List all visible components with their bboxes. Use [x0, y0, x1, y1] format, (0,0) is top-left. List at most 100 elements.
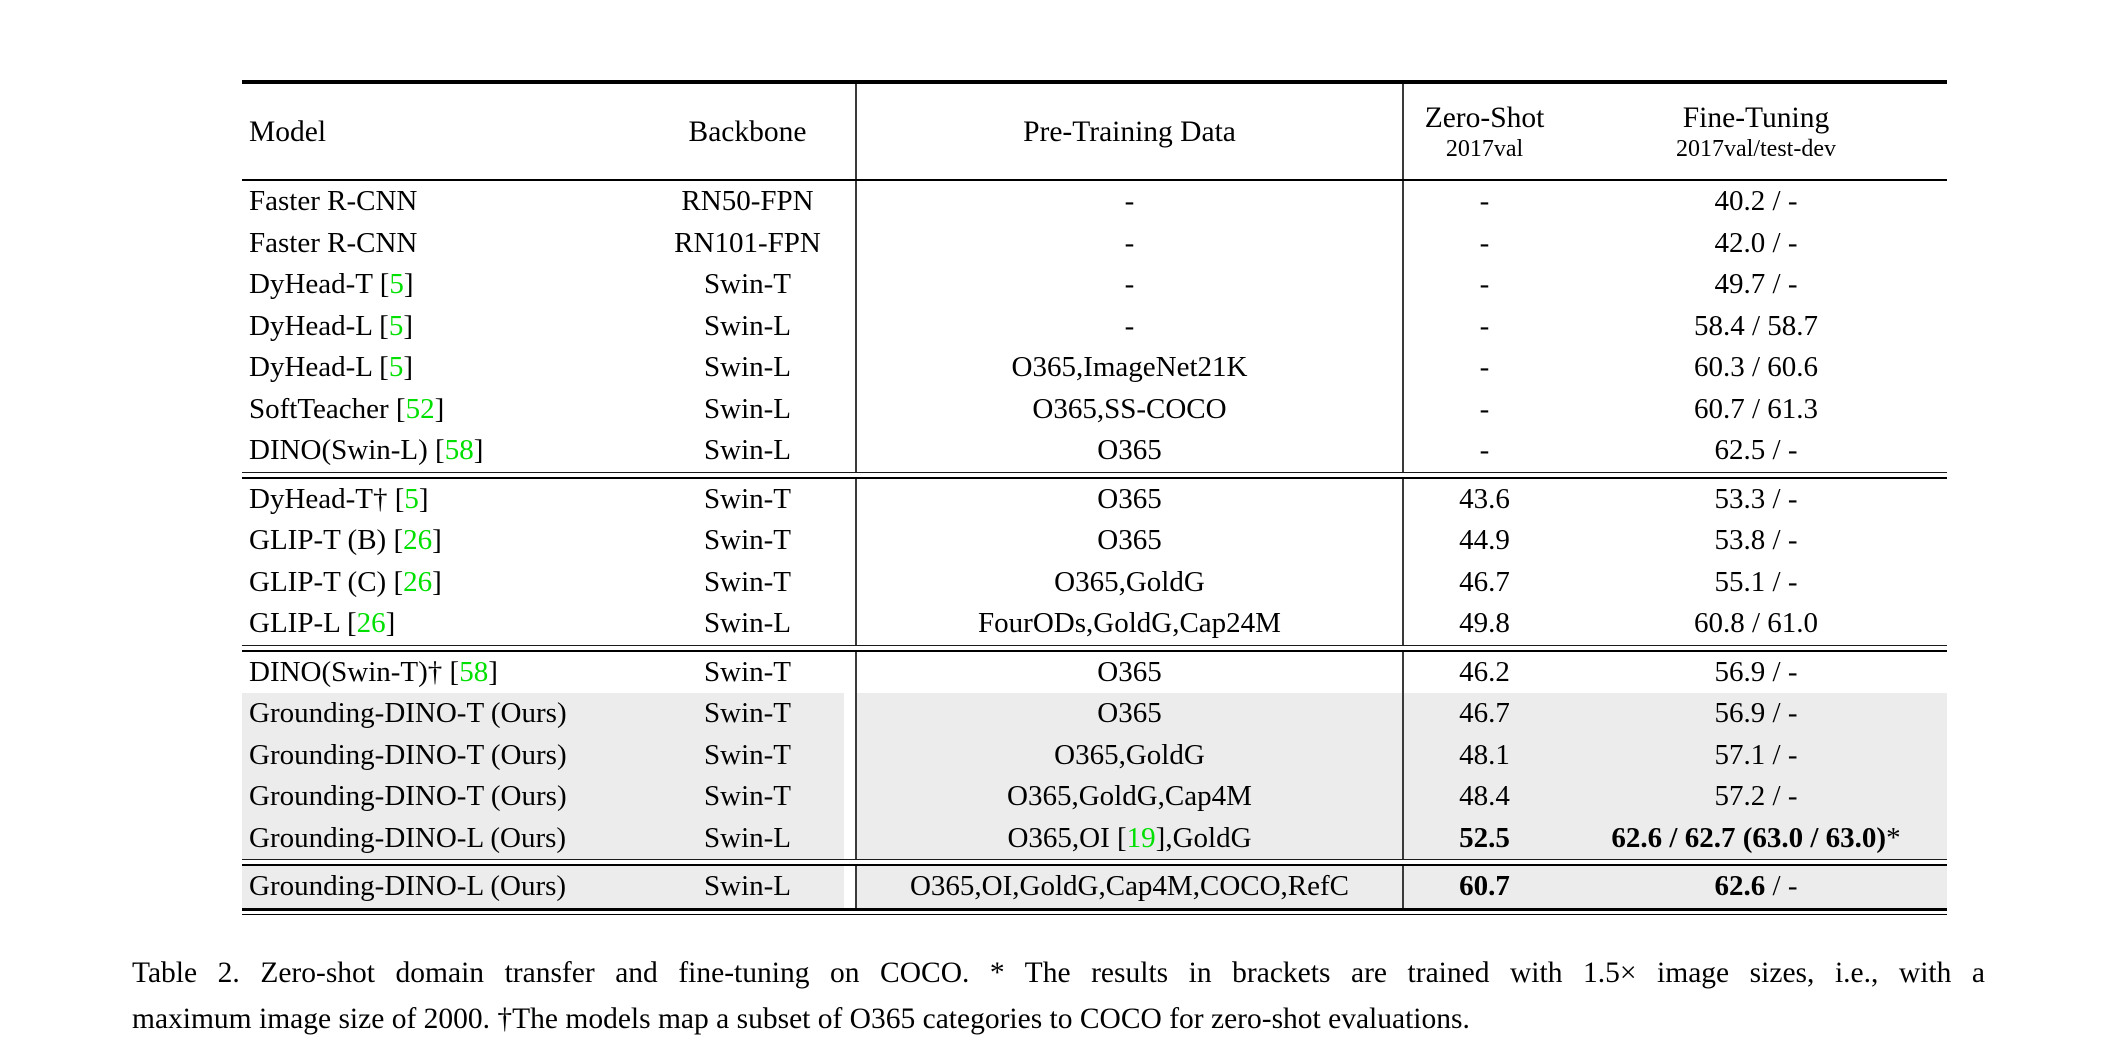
pretraining-data-cell: O365,GoldG: [855, 734, 1402, 776]
citation-number: 58: [444, 434, 474, 466]
backbone-cell: Swin-T: [704, 268, 791, 300]
table-row: Grounding-DINO-T (Ours) Swin-T O365 46.7…: [242, 693, 1947, 735]
table-row: DyHead-T† [5] Swin-T O365 43.6 53.3 / -: [242, 478, 1947, 520]
citation-number: 26: [403, 524, 433, 556]
model-cell: DyHead-T [5]: [249, 268, 414, 300]
zero-shot-value-cell: 48.1: [1402, 734, 1565, 776]
backbone-cell: Swin-T: [704, 524, 791, 556]
zero-shot-value-cell: 60.7: [1402, 866, 1565, 908]
backbone-cell: Swin-L: [704, 392, 791, 425]
table-row: Grounding-DINO-L (Ours) Swin-L O365,OI […: [242, 817, 1947, 859]
table-caption-line1: Table 2. Zero-shot domain transfer and f…: [132, 957, 1985, 989]
zero-shot-value-cell: -: [1402, 347, 1565, 389]
model-cell: DyHead-L [5]: [249, 351, 414, 383]
table-row: DyHead-T [5] Swin-T - - 49.7 / -: [242, 264, 1947, 306]
backbone-cell: Swin-T: [704, 655, 791, 688]
model-cell: GLIP-T (B) [26]: [249, 524, 442, 556]
table-row: Grounding-DINO-T (Ours) Swin-T O365,Gold…: [242, 734, 1947, 776]
fine-tuning-value-cell: 56.9 / -: [1565, 693, 1947, 735]
pretraining-data-cell: O365,OI,GoldG,Cap4M,COCO,RefC: [855, 866, 1402, 908]
table-row: SoftTeacher [52] Swin-L O365,SS-COCO - 6…: [242, 388, 1947, 430]
zero-shot-value-cell: -: [1402, 305, 1565, 347]
pretraining-data-cell: O365,SS-COCO: [855, 388, 1402, 430]
zero-shot-value-cell: -: [1402, 264, 1565, 306]
zero-shot-value-cell: 46.7: [1402, 693, 1565, 735]
fine-tuning-value-cell: 58.4 / 58.7: [1693, 309, 1819, 342]
table-row: Grounding-DINO-L (Ours) Swin-L O365,OI,G…: [242, 866, 1947, 908]
pretraining-data-cell: FourODs,GoldG,Cap24M: [855, 603, 1402, 645]
section-separator-rule: [242, 471, 1947, 479]
zero-shot-value-cell: 49.8: [1402, 603, 1565, 645]
fine-tuning-value-cell: 60.7 / 61.3: [1693, 392, 1819, 425]
fine-tuning-value-cell: 56.9 / -: [1714, 655, 1798, 688]
backbone-cell: Swin-T: [640, 776, 855, 818]
column-header-fine-tuning: Fine-Tuning 2017val/test-dev: [1565, 84, 1947, 179]
header-separator-rule: [242, 179, 1947, 181]
backbone-cell: Swin-T: [704, 565, 791, 598]
table-row: DyHead-L [5] Swin-L O365,ImageNet21K - 6…: [242, 347, 1947, 389]
table-row: Faster R-CNN RN50-FPN - - 40.2 / -: [242, 181, 1947, 223]
table-row: GLIP-T (C) [26] Swin-T O365,GoldG 46.7 5…: [242, 561, 1947, 603]
backbone-cell: Swin-L: [640, 866, 855, 908]
backbone-cell: Swin-L: [704, 309, 791, 342]
fine-tuning-value-cell: 42.0 / -: [1714, 226, 1798, 259]
pretraining-data-cell: O365: [855, 430, 1402, 472]
model-cell: Grounding-DINO-L (Ours): [242, 866, 640, 908]
zero-shot-value-cell: 43.6: [1402, 478, 1565, 520]
citation-number: 5: [388, 351, 404, 383]
pretraining-data-cell: O365: [855, 651, 1402, 693]
backbone-cell: Swin-L: [704, 351, 791, 383]
citation-number: 5: [388, 309, 404, 342]
zero-shot-title: Zero-Shot: [1424, 101, 1545, 134]
model-cell: Grounding-DINO-T (Ours): [242, 734, 640, 776]
zero-shot-value-cell: -: [1402, 222, 1565, 264]
model-cell: DyHead-T† [5]: [249, 482, 429, 515]
citation-number: 58: [459, 655, 489, 688]
table-row: DINO(Swin-L) [58] Swin-L O365 - 62.5 / -: [242, 430, 1947, 472]
column-header-backbone-label: Backbone: [688, 115, 807, 148]
zero-shot-subtitle: 2017val: [1445, 135, 1524, 162]
citation-number: 5: [404, 482, 419, 515]
citation-number: 19: [1126, 821, 1156, 854]
pretraining-data-cell: O365: [855, 478, 1402, 520]
table-row: GLIP-L [26] Swin-L FourODs,GoldG,Cap24M …: [242, 603, 1947, 645]
backbone-cell: Swin-T: [640, 693, 855, 735]
model-cell: SoftTeacher [52]: [249, 392, 445, 425]
model-cell: GLIP-L [26]: [249, 607, 396, 639]
model-cell: DINO(Swin-T)† [58]: [249, 655, 498, 688]
fine-tuning-value-cell: 62.6 / -: [1565, 866, 1947, 908]
backbone-cell: Swin-L: [640, 817, 855, 859]
pretraining-data-cell: O365: [855, 520, 1402, 562]
table-bottom-rule: [242, 907, 1947, 915]
backbone-cell: Swin-L: [704, 434, 791, 466]
zero-shot-value-cell: 44.9: [1402, 520, 1565, 562]
citation-number: 26: [356, 607, 386, 639]
column-header-pretraining-label: Pre-Training Data: [1023, 115, 1236, 148]
pretraining-data-cell: -: [855, 264, 1402, 306]
backbone-cell: RN50-FPN: [681, 185, 814, 217]
citation-number: 26: [403, 565, 433, 598]
model-cell: Faster R-CNN: [249, 226, 418, 259]
table-caption-line2: maximum image size of 2000. †The models …: [132, 1003, 1470, 1035]
fine-tuning-value-cell: 62.5 / -: [1714, 434, 1798, 466]
backbone-cell: Swin-T: [704, 482, 791, 515]
table-row: DyHead-L [5] Swin-L - - 58.4 / 58.7: [242, 305, 1947, 347]
fine-tuning-subtitle: 2017val/test-dev: [1676, 135, 1836, 162]
pretraining-data-cell: O365,GoldG: [855, 561, 1402, 603]
backbone-cell: RN101-FPN: [674, 226, 821, 259]
fine-tuning-value-cell: 62.6 / 62.7 (63.0 / 63.0)*: [1565, 817, 1947, 859]
zero-shot-value-cell: -: [1402, 388, 1565, 430]
model-cell: Faster R-CNN: [249, 185, 418, 217]
fine-tuning-value-cell: 57.2 / -: [1565, 776, 1947, 818]
zero-shot-value-cell: 48.4: [1402, 776, 1565, 818]
backbone-cell: Swin-T: [640, 734, 855, 776]
fine-tuning-value-cell: 53.8 / -: [1714, 524, 1798, 556]
backbone-cell: Swin-L: [704, 607, 791, 639]
model-cell: GLIP-T (C) [26]: [249, 565, 442, 598]
section-separator-rule: [242, 859, 1947, 866]
pretraining-data-cell: O365,ImageNet21K: [855, 347, 1402, 389]
table-header-row: Model Backbone Pre-Training Data Zero-Sh…: [242, 84, 1947, 179]
fine-tuning-title: Fine-Tuning: [1682, 101, 1830, 134]
fine-tuning-value-cell: 49.7 / -: [1714, 268, 1798, 300]
column-header-model-label: Model: [249, 115, 327, 148]
